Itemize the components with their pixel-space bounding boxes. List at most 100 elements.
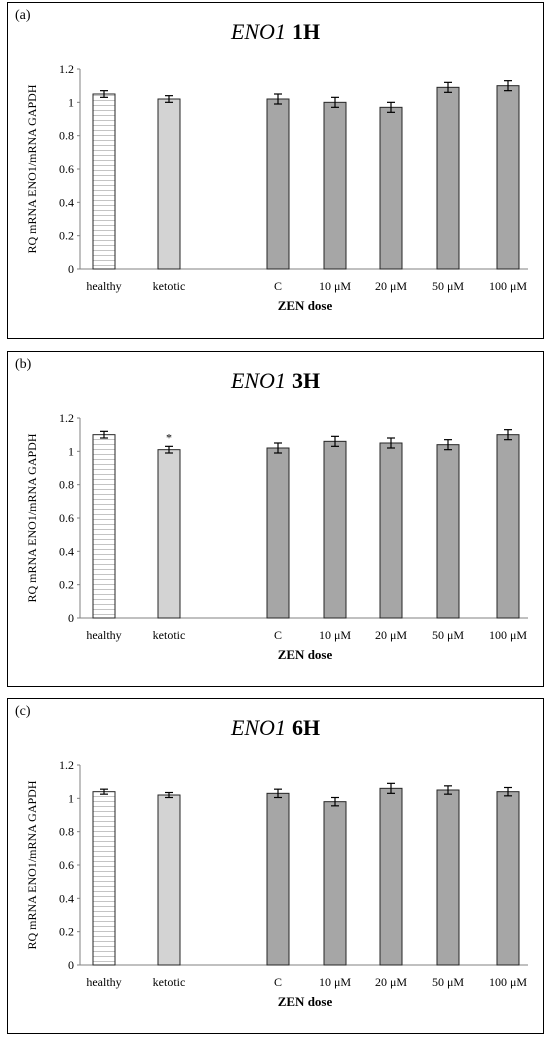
y-tick-label: 1.2	[59, 411, 74, 425]
error-bar	[387, 101, 395, 113]
x-tick-label: 20 μM	[375, 628, 407, 642]
error-bar	[100, 430, 108, 439]
panel-label: (a)	[15, 8, 31, 23]
y-tick-label: 0	[68, 611, 74, 625]
error-bar	[504, 786, 512, 797]
y-tick-label: 0.4	[59, 195, 74, 209]
error-bar	[274, 442, 282, 454]
x-tick-label: ketotic	[153, 279, 186, 293]
panel-label: (b)	[15, 357, 32, 372]
error-bar	[331, 96, 339, 108]
x-tick-label: healthy	[86, 279, 121, 293]
y-tick-label: 0.8	[59, 129, 74, 143]
x-tick-label: ketotic	[153, 628, 186, 642]
y-tick-label: 0.8	[59, 478, 74, 492]
bar-20-μM	[379, 787, 403, 966]
title-gene: ENO1	[230, 715, 286, 740]
y-tick-label: 0.2	[59, 229, 74, 243]
y-axis-label: RQ mRNA ENO1/mRNA GAPDH	[25, 84, 39, 253]
title-time: 6H	[291, 715, 321, 740]
x-tick-label: 10 μM	[319, 628, 351, 642]
bar-chart-plot: RQ mRNA ENO1/mRNA GAPDH ZEN dose 0 0.2 0.4…	[25, 411, 528, 662]
x-axis-label: ZEN dose	[278, 647, 333, 662]
bar-C	[266, 447, 290, 619]
x-tick-label: C	[274, 279, 282, 293]
bar-50-μM	[436, 86, 460, 270]
x-tick-label: 50 μM	[432, 279, 464, 293]
bar-100-μM	[496, 434, 520, 619]
x-tick-label: 100 μM	[489, 279, 527, 293]
chart-title: ENO1 1H	[8, 19, 543, 45]
x-tick-label: C	[274, 628, 282, 642]
error-bar	[274, 788, 282, 799]
y-tick-label: 0.4	[59, 891, 74, 905]
error-bar	[274, 93, 282, 105]
bar-ketotic	[157, 794, 181, 966]
bar-20-μM	[379, 106, 403, 270]
x-tick-label: 10 μM	[319, 279, 351, 293]
error-bar	[444, 81, 452, 93]
y-tick-label: 1	[68, 444, 74, 458]
y-tick-label: 1.2	[59, 758, 74, 772]
x-tick-label: 50 μM	[432, 975, 464, 989]
x-tick-label: ketotic	[153, 975, 186, 989]
y-tick-label: 0.2	[59, 578, 74, 592]
y-tick-label: 0.8	[59, 825, 74, 839]
error-bar	[331, 796, 339, 807]
error-bar	[387, 782, 395, 794]
error-bar	[504, 429, 512, 441]
bar-10-μM	[323, 101, 347, 270]
y-tick-label: 0	[68, 262, 74, 276]
y-tick-label: 0.6	[59, 162, 74, 176]
chart-panel-3h: (b) ENO1 3H RQ mRNA ENO1/mRNA GAPDH ZEN d…	[7, 351, 544, 687]
bar-50-μM	[436, 789, 460, 966]
chart-title: ENO1 6H	[8, 715, 543, 741]
bar-healthy	[92, 434, 116, 619]
bar-healthy	[92, 93, 116, 270]
y-tick-label: 1	[68, 95, 74, 109]
x-tick-label: 10 μM	[319, 975, 351, 989]
chart-panel-1h: (a) ENO1 1H RQ mRNA ENO1/mRNA GAPDH ZEN d…	[7, 2, 544, 339]
title-gene: ENO1	[230, 19, 286, 44]
bar-ketotic	[157, 449, 181, 619]
x-axis-label: ZEN dose	[278, 994, 333, 1009]
y-tick-label: 0.2	[59, 925, 74, 939]
error-bar	[331, 435, 339, 447]
x-tick-label: healthy	[86, 975, 121, 989]
bar-10-μM	[323, 440, 347, 619]
y-tick-label: 0.4	[59, 544, 74, 558]
bar-chart-plot: RQ mRNA ENO1/mRNA GAPDH ZEN dose 0 0.2 0.4…	[25, 62, 528, 313]
error-bar	[100, 788, 108, 795]
x-tick-label: 100 μM	[489, 628, 527, 642]
y-tick-label: 0.6	[59, 858, 74, 872]
error-bar	[165, 445, 173, 454]
significance-marker: *	[166, 430, 172, 444]
error-bar	[444, 439, 452, 451]
bar-chart-plot: RQ mRNA ENO1/mRNA GAPDH ZEN dose 0 0.2 0.4…	[25, 758, 528, 1009]
chart-panel-6h: (c) ENO1 6H RQ mRNA ENO1/mRNA GAPDH ZEN d…	[7, 698, 544, 1034]
y-axis-label: RQ mRNA ENO1/mRNA GAPDH	[25, 433, 39, 602]
x-tick-label: C	[274, 975, 282, 989]
x-tick-label: 20 μM	[375, 975, 407, 989]
bar-100-μM	[496, 85, 520, 270]
bar-50-μM	[436, 444, 460, 619]
error-bar	[444, 785, 452, 795]
bar-C	[266, 98, 290, 270]
y-tick-label: 1	[68, 791, 74, 805]
error-bar	[100, 90, 108, 98]
panel-label: (c)	[15, 704, 31, 719]
x-tick-label: 20 μM	[375, 279, 407, 293]
bar-100-μM	[496, 791, 520, 966]
error-bar	[504, 80, 512, 92]
error-bar	[165, 791, 173, 799]
error-bar	[387, 437, 395, 449]
bar-10-μM	[323, 801, 347, 966]
error-bar	[165, 95, 173, 103]
bar-C	[266, 792, 290, 966]
bar-healthy	[92, 791, 116, 966]
bar-ketotic	[157, 98, 181, 270]
x-tick-label: 100 μM	[489, 975, 527, 989]
y-tick-label: 0.6	[59, 511, 74, 525]
title-gene: ENO1	[230, 368, 286, 393]
bar-20-μM	[379, 442, 403, 619]
